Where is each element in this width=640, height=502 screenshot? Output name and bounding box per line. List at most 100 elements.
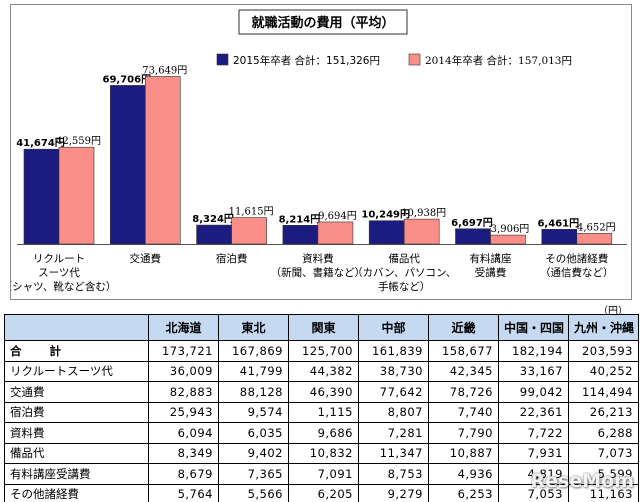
table-cell: 10,832 — [288, 442, 359, 464]
table-cell: 5,566 — [218, 483, 289, 502]
table-row: リクルートスーツ代 36,009 41,799 44,382 38,730 42,345 3… — [4, 360, 639, 382]
table-row-label: 有料講座受講費 — [4, 463, 149, 485]
table-cell: 26,213 — [568, 401, 639, 423]
table-cell: 7,281 — [358, 422, 429, 444]
bar — [317, 221, 354, 245]
bar — [58, 146, 95, 245]
table-cell: 11,347 — [358, 442, 429, 464]
table-header-cell: 北海道 — [148, 314, 219, 341]
data-label: 6,461円 — [537, 217, 579, 229]
table-cell: 38,730 — [358, 360, 429, 382]
data-label: 9,694円 — [318, 211, 357, 222]
bar — [196, 224, 232, 245]
table-cell: 7,931 — [498, 442, 569, 464]
table-cell: 40,252 — [568, 360, 639, 382]
bar — [231, 217, 267, 245]
table-cell: 8,807 — [358, 401, 429, 423]
data-label: 10,249円 — [361, 209, 410, 221]
table-cell: 1,115 — [288, 401, 359, 423]
data-label: 3,906円 — [491, 224, 530, 235]
table-cell: 41,799 — [218, 360, 289, 382]
table-cell: 6,205 — [288, 483, 359, 502]
table-header-cell: 中国・四国 — [498, 314, 569, 341]
table-cell: 6,035 — [218, 422, 289, 444]
data-label: 4,652円 — [577, 222, 616, 233]
category-label: 資料費 — [302, 252, 334, 265]
table-cell: 10,887 — [428, 442, 499, 464]
table-cell: 173,721 — [148, 340, 219, 362]
category-label: リクルート — [33, 253, 85, 265]
table-cell: 88,128 — [218, 381, 289, 403]
data-label: 8,324円 — [192, 213, 234, 225]
table-cell: 9,279 — [358, 483, 429, 502]
data-label: 73,649円 — [142, 65, 187, 76]
table-cell: 11,163 — [568, 483, 639, 502]
bar — [368, 220, 405, 245]
bar — [282, 225, 319, 245]
table-row-label: 交通費 — [4, 381, 149, 403]
legend-swatch — [408, 53, 421, 66]
legend-label: 2015年卒者 合計：151,326円 — [233, 54, 380, 67]
table-cell: 9,574 — [218, 401, 289, 423]
table-cell: 8,753 — [358, 463, 429, 485]
table-total-row: 合 計 173,721 167,869 125,700 161,839 158,677 18… — [4, 340, 639, 362]
data-label: 6,697円 — [451, 217, 493, 229]
table-cell: 44,382 — [288, 360, 359, 382]
data-label: 42,559円 — [56, 136, 101, 147]
table-cell: 42,345 — [428, 360, 499, 382]
table-row-label: リクルートスーツ代 — [4, 360, 149, 382]
table-row-label: 資料費 — [4, 422, 149, 444]
table-cell: 7,790 — [428, 422, 499, 444]
chart-title-box — [238, 9, 408, 35]
table-cell: 6,288 — [568, 422, 639, 444]
bar — [23, 148, 60, 245]
table-cell: 8,679 — [148, 463, 219, 485]
bar — [541, 229, 578, 245]
data-label: 11,615円 — [229, 207, 274, 218]
bar-chart: 就職活動の費用（平均） 2015年卒者 合計：151,326円 2014年卒者 合計… — [11, 9, 627, 293]
table-cell: 114,494 — [568, 381, 639, 403]
table-row-label: 宿泊費 — [4, 401, 149, 423]
table-cell: 7,740 — [428, 401, 499, 423]
table-row: 資料費 6,094 6,035 9,686 7,281 7,790 7,722 6,288 — [4, 422, 639, 444]
table-row-label: その他諸経費 — [4, 483, 149, 502]
table-cell: 99,042 — [498, 381, 569, 403]
table-cell: 77,642 — [358, 381, 429, 403]
data-label: 41,674円 — [16, 137, 65, 149]
table-cell: 9,686 — [288, 422, 359, 444]
table-cell: 82,883 — [148, 381, 219, 403]
table-unit-label: （円） — [598, 306, 628, 317]
table-cell: 158,677 — [428, 340, 499, 362]
table-header-cell: 九州・沖縄 — [568, 314, 639, 341]
data-label: 8,214円 — [279, 213, 321, 225]
category-label: （通信費など） — [540, 266, 614, 279]
table-cell: 203,593 — [568, 340, 639, 362]
table-cell: 78,726 — [428, 381, 499, 403]
table-row: その他諸経費 5,764 5,566 6,205 9,279 6,253 7,053 11,1… — [4, 483, 639, 502]
table-cell: 36,009 — [148, 360, 219, 382]
category-label: （新聞、書籍など） — [271, 266, 366, 279]
data-label: 10,938円 — [401, 208, 446, 219]
table-cell: 161,839 — [358, 340, 429, 362]
table-header-cell: 関東 — [288, 314, 359, 341]
regional-cost-table: 北海道 東北 関東 中部 近畿 中国・四国 九州・沖縄 合 計 173,721 16… — [4, 314, 639, 502]
table-cell: 33,167 — [498, 360, 569, 382]
legend-swatch — [216, 53, 229, 66]
table-row: 備品代 8,349 9,402 10,832 11,347 10,887 7,931 7,07… — [4, 442, 639, 464]
table-row-label: 合 計 — [4, 340, 149, 362]
data-label: 69,706円 — [103, 73, 152, 85]
bar — [490, 234, 526, 245]
bar — [403, 218, 440, 245]
table-row: 宿泊費 25,943 9,574 1,115 8,807 7,740 22,361 26,21… — [4, 401, 639, 423]
table-cell: 6,253 — [428, 483, 499, 502]
table-cell: 125,700 — [288, 340, 359, 362]
bar — [576, 233, 613, 245]
category-label: 交通費 — [130, 252, 162, 265]
table-cell: 7,091 — [288, 463, 359, 485]
category-label: （シャツ、靴など含む） — [11, 280, 116, 293]
table-row: 交通費 82,883 88,128 46,390 77,642 78,726 99,042 1… — [4, 381, 639, 403]
category-label: その他諸経費 — [545, 252, 608, 265]
table-cell: 6,094 — [148, 422, 219, 444]
table-cell: 5,764 — [148, 483, 219, 502]
table-cell: 25,943 — [148, 401, 219, 423]
